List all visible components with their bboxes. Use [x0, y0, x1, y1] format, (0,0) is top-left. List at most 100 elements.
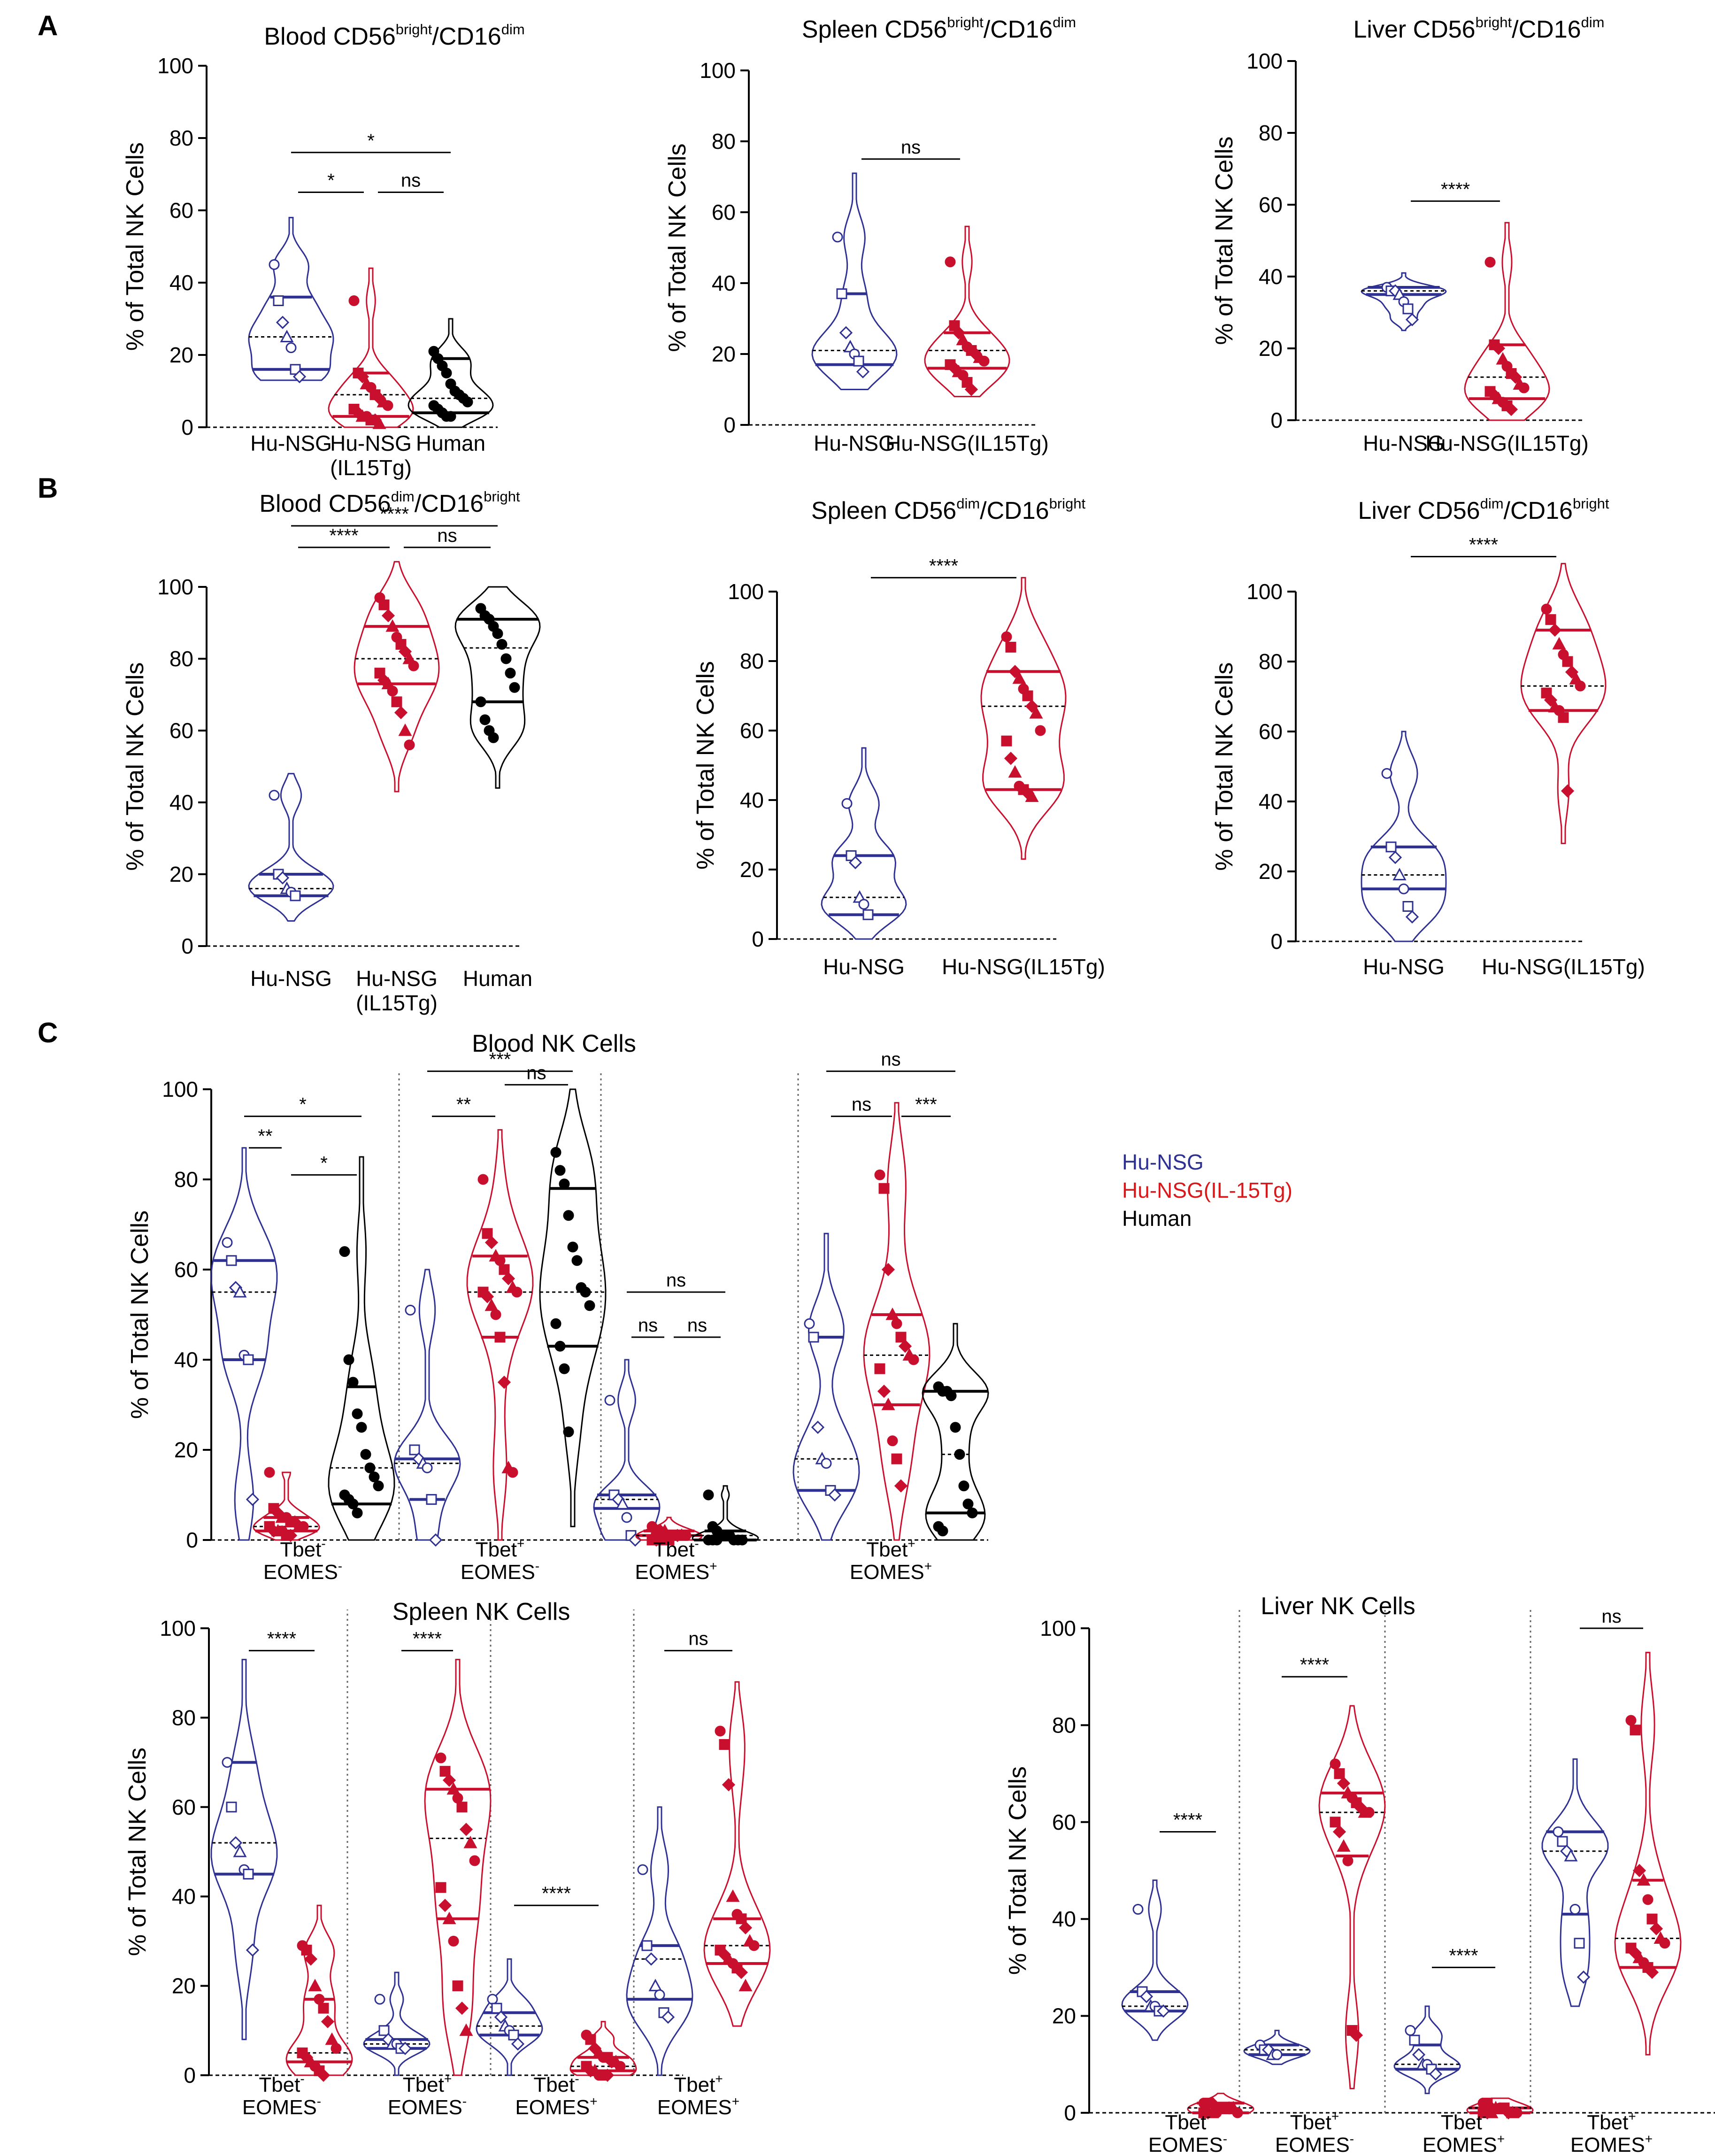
chart-title: Spleen CD56bright/CD16dim	[802, 14, 1076, 43]
data-point	[726, 1889, 740, 1902]
data-point	[738, 1921, 753, 1934]
data-point	[853, 355, 864, 367]
x-group-label: EOMES-	[1275, 2132, 1354, 2156]
data-point	[455, 2002, 469, 2015]
group-label-superscript: +	[444, 2071, 452, 2086]
y-tick-label: 0	[181, 415, 193, 439]
group-label-superscript: -	[300, 2071, 304, 2086]
y-tick-label: 80	[172, 1705, 196, 1730]
significance-label: ****	[1469, 535, 1498, 555]
title-text: Liver CD56	[1358, 497, 1480, 524]
x-group-label: EOMES-	[388, 2094, 467, 2119]
x-group-label: Tbet-	[280, 1536, 325, 1561]
significance-label: ns	[638, 1315, 658, 1336]
x-category-label: (IL15Tg)	[356, 991, 438, 1015]
y-tick-label: 60	[169, 198, 193, 223]
y-axis-label: % of Total NK Cells	[664, 143, 691, 352]
data-point	[459, 2023, 473, 2036]
data-point	[1381, 768, 1392, 779]
significance-label: ****	[542, 1883, 571, 1904]
x-group-label: EOMES+	[635, 1559, 717, 1584]
significance-label: ****	[267, 1629, 296, 1649]
violin-outline	[1361, 731, 1447, 942]
data-point	[628, 1533, 642, 1547]
data-point	[485, 1298, 499, 1311]
data-point	[964, 383, 978, 396]
group-label-text: EOMES	[242, 2096, 317, 2119]
y-tick-label: 80	[169, 126, 193, 150]
significance-label: ****	[1449, 1945, 1478, 1966]
group-label-text: EOMES	[657, 2096, 732, 2119]
data-point	[1001, 631, 1012, 642]
data-point	[369, 1471, 380, 1483]
violin-outline	[354, 561, 440, 793]
y-tick-label: 100	[160, 1616, 196, 1640]
data-point	[894, 1479, 908, 1493]
group-label-text: EOMES	[635, 1561, 709, 1584]
title-superscript: dim	[1581, 14, 1605, 31]
significance-label: ****	[413, 1629, 442, 1649]
data-point	[347, 1498, 359, 1509]
data-point	[505, 668, 516, 679]
title-text: Liver CD56	[1353, 16, 1475, 43]
data-point	[1412, 2048, 1426, 2062]
group-label-text: EOMES	[1570, 2133, 1645, 2156]
x-group-label: EOMES-	[242, 2094, 321, 2119]
data-point	[874, 1169, 885, 1180]
y-tick-label: 40	[1052, 1907, 1076, 1931]
data-point	[862, 909, 874, 920]
x-category-label: Hu-NSG	[1363, 955, 1445, 979]
y-tick-label: 80	[169, 647, 193, 671]
y-tick-label: 80	[1052, 1713, 1076, 1737]
data-point	[559, 1363, 570, 1374]
violin-outline	[569, 2021, 637, 2076]
y-tick-label: 20	[1052, 2004, 1076, 2028]
violin-outline	[821, 747, 907, 940]
x-category-label: Hu-NSG	[356, 966, 438, 991]
y-tick-label: 0	[184, 2063, 196, 2087]
data-point	[563, 1210, 574, 1221]
data-point	[475, 696, 486, 708]
legend: Hu-NSG Hu-NSG(IL-15Tg) Human	[1122, 1150, 1292, 1231]
significance-label: ****	[329, 525, 358, 546]
title-text: Spleen CD56	[802, 16, 947, 43]
group-label-text: Tbet	[674, 2073, 715, 2096]
data-point	[1637, 1873, 1651, 1886]
data-point	[441, 368, 452, 378]
x-group-label: EOMES+	[1570, 2132, 1653, 2156]
y-tick-label: 80	[712, 129, 736, 154]
data-point	[1271, 2049, 1283, 2060]
significance-label: ****	[1173, 1810, 1202, 1830]
data-point	[1029, 706, 1043, 719]
data-point	[654, 1989, 665, 2001]
data-point	[501, 1272, 515, 1286]
data-point	[615, 2061, 626, 2072]
data-point	[1574, 1938, 1585, 1949]
data-point	[429, 1533, 443, 1547]
violin-outline	[328, 1156, 395, 1541]
data-point	[1630, 1725, 1641, 1736]
y-tick-label: 80	[1259, 649, 1283, 674]
title-text: /CD16	[980, 497, 1049, 524]
significance-label: ****	[1300, 1655, 1329, 1675]
data-point	[1132, 1904, 1144, 1915]
title-superscript: dim	[501, 21, 525, 38]
data-point	[491, 2002, 502, 2014]
data-point	[828, 1488, 842, 1502]
data-point	[387, 685, 398, 697]
data-point	[962, 1498, 974, 1509]
data-point	[422, 1462, 433, 1473]
data-point	[715, 1725, 726, 1737]
data-point	[405, 1304, 416, 1316]
significance-label: ns	[1601, 1606, 1621, 1627]
x-group-label: EOMES+	[850, 1559, 932, 1584]
y-tick-label: 100	[157, 54, 193, 78]
y-axis-label: % of Total NK Cells	[1004, 1766, 1031, 1975]
y-tick-label: 20	[712, 342, 736, 366]
y-tick-label: 20	[1259, 336, 1283, 361]
x-group-label: Tbet-	[1441, 2109, 1486, 2134]
y-tick-label: 60	[740, 718, 764, 743]
data-point	[734, 1965, 748, 1979]
data-point	[496, 639, 508, 650]
data-point	[360, 1449, 371, 1460]
